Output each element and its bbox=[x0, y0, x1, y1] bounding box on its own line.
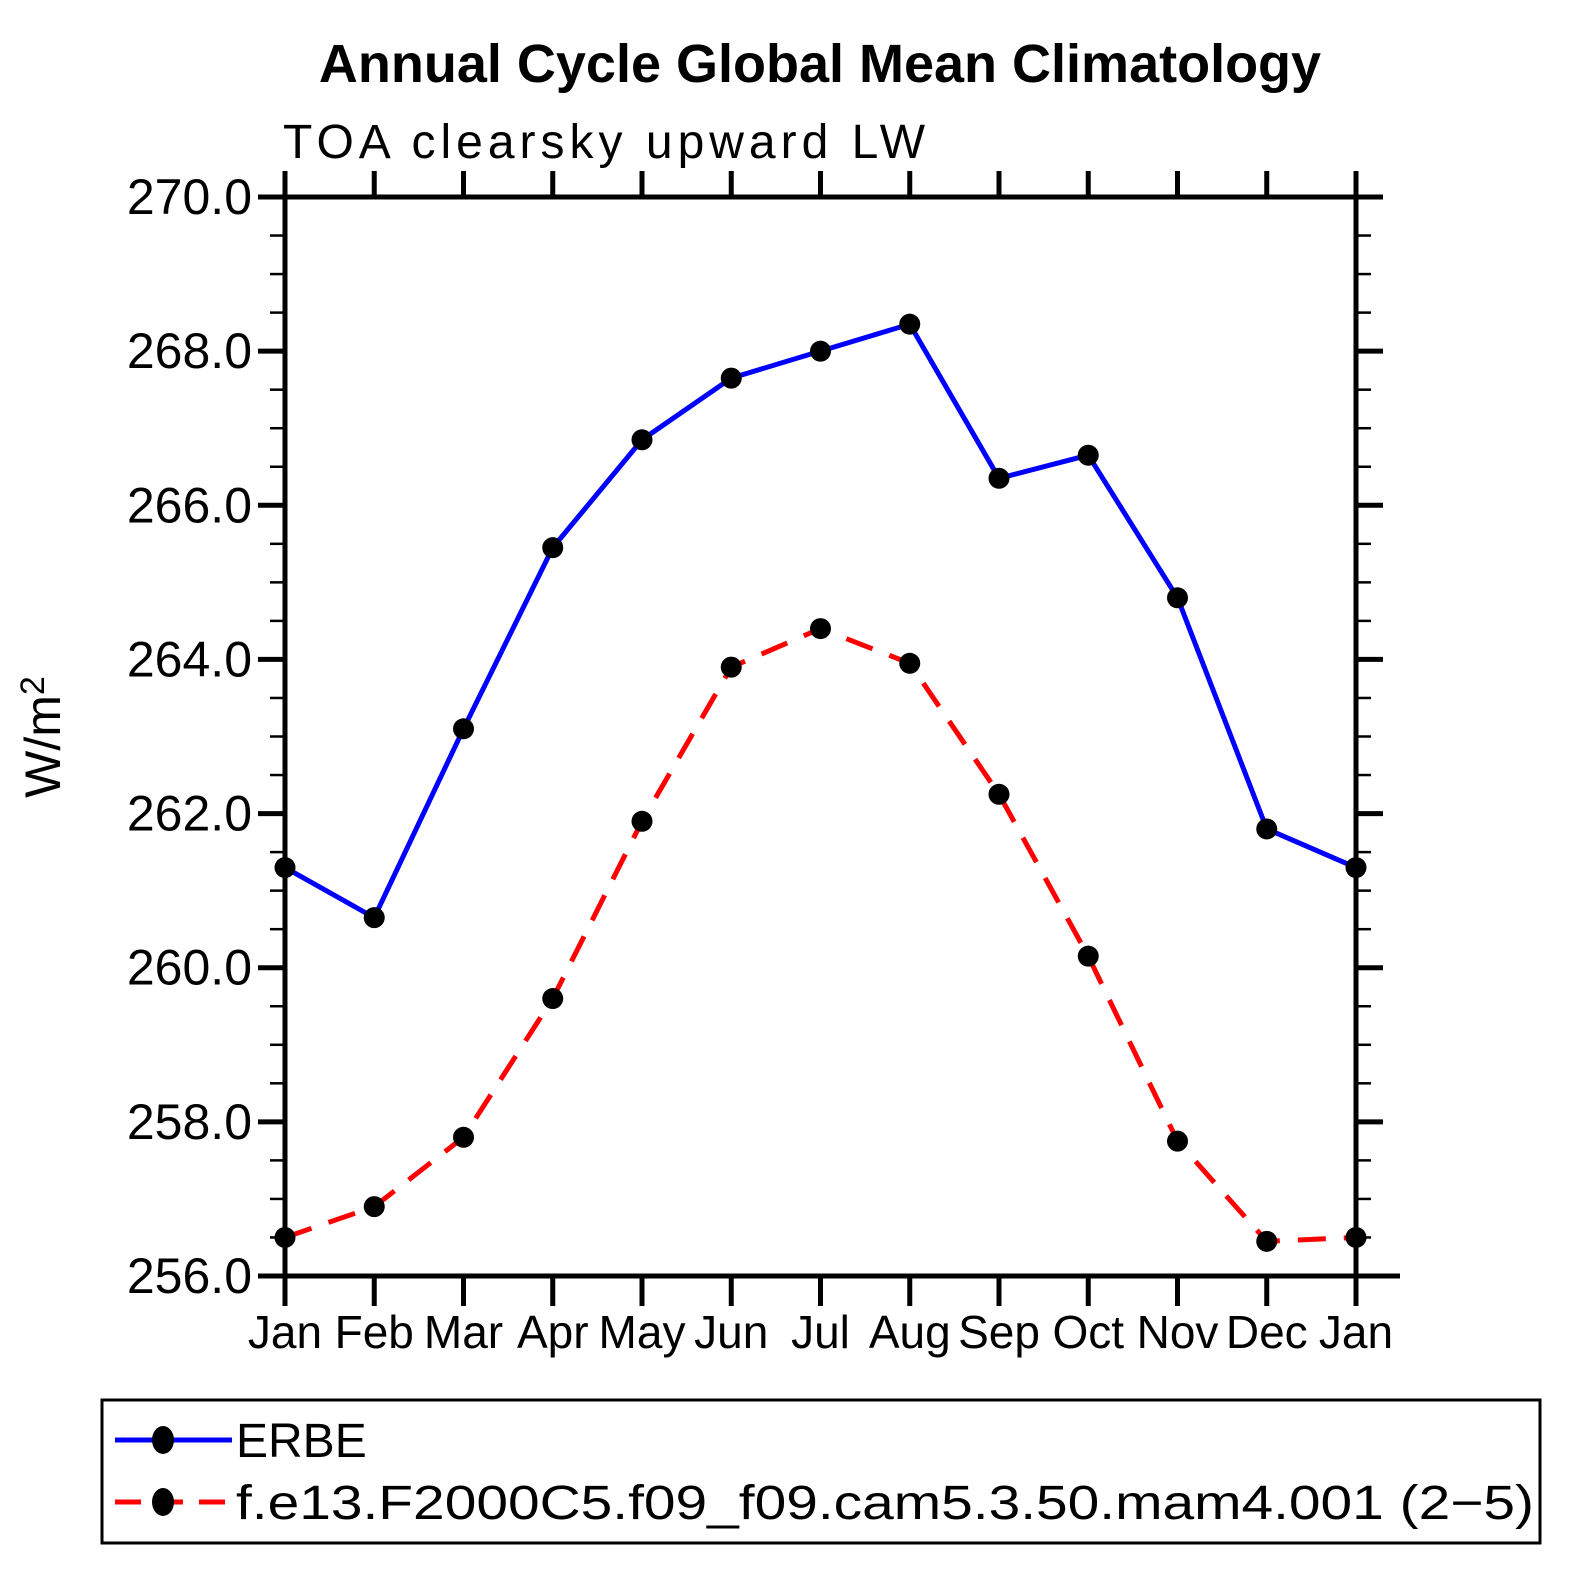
y-tick-label: 264.0 bbox=[127, 631, 252, 687]
y-tick-label: 262.0 bbox=[127, 786, 252, 842]
data-point-model bbox=[453, 1126, 474, 1148]
data-point-model bbox=[720, 656, 742, 678]
data-point-erbe bbox=[542, 537, 564, 559]
x-tick-label: Mar bbox=[424, 1306, 503, 1358]
legend-label-erbe: ERBE bbox=[236, 1415, 367, 1468]
data-point-erbe bbox=[1345, 857, 1367, 879]
data-point-model bbox=[810, 618, 831, 640]
chart-subtitle: TOA clearsky upward LW bbox=[283, 116, 930, 169]
data-point-model bbox=[1167, 1130, 1188, 1152]
data-point-model bbox=[363, 1196, 385, 1218]
data-point-model bbox=[631, 810, 653, 832]
data-point-model bbox=[1345, 1226, 1367, 1248]
data-point-erbe bbox=[1256, 818, 1278, 840]
y-tick-label: 256.0 bbox=[127, 1248, 252, 1304]
data-point-erbe bbox=[1167, 587, 1188, 609]
y-tick-label: 260.0 bbox=[127, 940, 252, 996]
y-tick-label: 266.0 bbox=[127, 477, 252, 533]
data-point-model bbox=[899, 652, 921, 674]
x-tick-label: Sep bbox=[958, 1306, 1040, 1358]
legend-marker-model bbox=[152, 1488, 174, 1516]
x-tick-label: Oct bbox=[1052, 1306, 1124, 1358]
x-tick-label: Jan bbox=[1319, 1306, 1393, 1358]
series-line-model bbox=[284, 625, 1357, 1244]
legend-box bbox=[100, 1398, 1542, 1545]
data-point-model bbox=[542, 988, 564, 1010]
chart-title: Annual Cycle Global Mean Climatology bbox=[319, 34, 1321, 94]
legend-label-model: f.e13.F2000C5.f09_f09.cam5.3.50.mam4.001… bbox=[236, 1477, 1534, 1530]
x-tick-label: Dec bbox=[1226, 1306, 1308, 1358]
data-point-erbe bbox=[274, 857, 296, 879]
y-tick-label: 258.0 bbox=[127, 1094, 252, 1150]
data-point-erbe bbox=[363, 907, 385, 929]
y-axis-title: W/m2 bbox=[14, 676, 71, 798]
data-point-model bbox=[988, 783, 1010, 805]
data-point-model bbox=[1077, 945, 1099, 967]
x-tick-label: Feb bbox=[335, 1306, 414, 1358]
y-axis-title-exponent: 2 bbox=[14, 676, 52, 695]
data-point-erbe bbox=[810, 340, 831, 362]
legend-marker-erbe bbox=[152, 1426, 174, 1454]
data-point-model bbox=[274, 1226, 296, 1248]
data-point-model bbox=[1256, 1230, 1278, 1252]
data-point-erbe bbox=[453, 718, 474, 740]
data-point-erbe bbox=[988, 467, 1010, 489]
data-point-erbe bbox=[899, 313, 921, 335]
y-tick-label: 270.0 bbox=[127, 169, 252, 225]
x-tick-label: May bbox=[599, 1306, 686, 1358]
data-point-erbe bbox=[1077, 444, 1099, 466]
x-tick-label: Aug bbox=[869, 1306, 951, 1358]
y-axis-title-base: W/m bbox=[15, 695, 71, 798]
y-tick-label: 268.0 bbox=[127, 323, 252, 379]
x-tick-label: Jul bbox=[791, 1306, 850, 1358]
x-tick-label: Jun bbox=[694, 1306, 768, 1358]
data-point-erbe bbox=[631, 429, 653, 451]
legend: ERBE f.e13.F2000C5.f09_f09.cam5.3.50.mam… bbox=[100, 1398, 1542, 1545]
plot-area: 256.0 258.0 260.0 262.0 264.0 266.0 268.0 270.0… bbox=[127, 169, 1400, 1358]
data-point-erbe bbox=[720, 367, 742, 389]
x-tick-label: Nov bbox=[1137, 1306, 1219, 1358]
x-tick-label: Jan bbox=[248, 1306, 322, 1358]
x-tick-label: Apr bbox=[517, 1306, 589, 1358]
